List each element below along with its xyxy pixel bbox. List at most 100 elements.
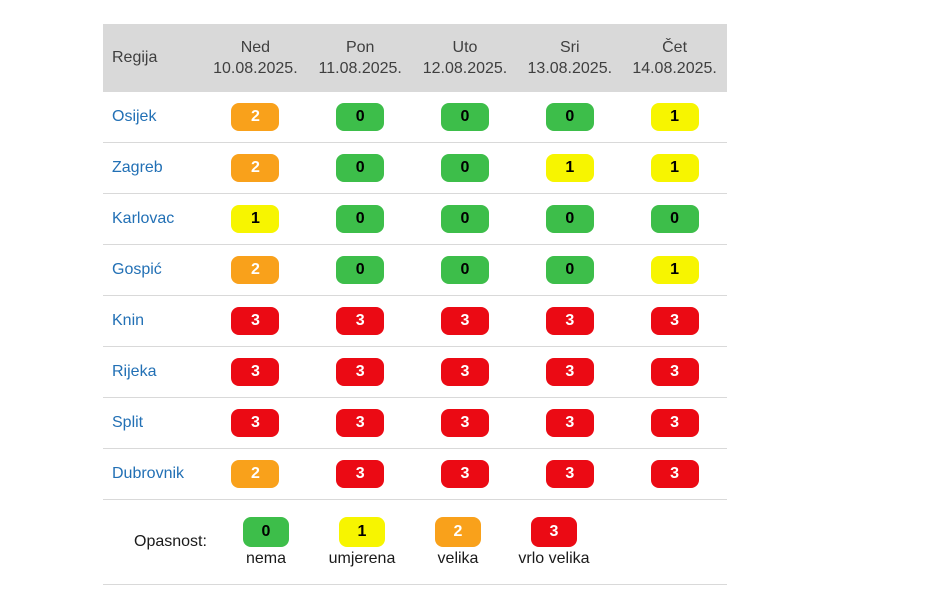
danger-badge: 3 xyxy=(440,358,489,386)
value-cell: 0 xyxy=(413,256,518,284)
value-cell: 2 xyxy=(203,460,308,488)
value-cell: 0 xyxy=(413,154,518,182)
value-cell: 3 xyxy=(517,307,622,335)
danger-badge: 3 xyxy=(336,307,385,335)
danger-badge: 3 xyxy=(440,460,489,488)
region-link[interactable]: Karlovac xyxy=(112,210,175,227)
legend-item-label: nema xyxy=(245,549,287,567)
table-row: Gospić 2 0 0 0 1 xyxy=(103,245,727,296)
legend-item-label: vrlo velika xyxy=(518,549,590,567)
value-cell: 0 xyxy=(413,205,518,233)
table-row: Knin 3 3 3 3 3 xyxy=(103,296,727,347)
value-cell: 3 xyxy=(413,307,518,335)
danger-badge: 3 xyxy=(336,460,385,488)
value-cell: 3 xyxy=(308,358,413,386)
legend-item: 2 velika xyxy=(415,516,501,568)
legend-item-label: velika xyxy=(437,549,479,567)
danger-badge: 1 xyxy=(650,103,699,131)
legend-badge: 3 xyxy=(531,516,577,547)
value-cell: 1 xyxy=(622,256,727,284)
table-header: Regija Ned 10.08.2025. Pon 11.08.2025. Uto 12… xyxy=(103,24,727,92)
legend: Opasnost: 0 nema 1 umjerena 2 velika 3 vrlo vel… xyxy=(103,500,727,585)
column-header-region: Regija xyxy=(112,49,158,66)
danger-badge: 3 xyxy=(231,409,280,437)
day-date: 14.08.2025. xyxy=(632,59,717,77)
region-link[interactable]: Rijeka xyxy=(112,363,157,380)
value-cell: 0 xyxy=(308,103,413,131)
danger-badge: 2 xyxy=(231,154,280,182)
legend-item: 3 vrlo velika xyxy=(511,516,597,568)
danger-badge: 3 xyxy=(231,307,280,335)
value-cell: 3 xyxy=(622,460,727,488)
danger-badge: 0 xyxy=(336,256,385,284)
value-cell: 3 xyxy=(622,409,727,437)
danger-badge: 3 xyxy=(545,460,594,488)
value-cell: 3 xyxy=(203,409,308,437)
day-name: Čet xyxy=(662,38,688,56)
danger-badge: 3 xyxy=(650,460,699,488)
value-cell: 0 xyxy=(308,205,413,233)
day-name: Ned xyxy=(240,38,271,56)
danger-badge: 3 xyxy=(440,307,489,335)
danger-badge: 0 xyxy=(440,103,489,131)
danger-badge: 3 xyxy=(231,358,280,386)
danger-badge: 1 xyxy=(650,154,699,182)
region-link[interactable]: Dubrovnik xyxy=(112,465,185,482)
region-link[interactable]: Split xyxy=(112,414,144,431)
danger-badge: 0 xyxy=(336,103,385,131)
danger-badge: 3 xyxy=(545,307,594,335)
value-cell: 2 xyxy=(203,256,308,284)
danger-badge: 1 xyxy=(650,256,699,284)
value-cell: 3 xyxy=(308,307,413,335)
fire-danger-table: Regija Ned 10.08.2025. Pon 11.08.2025. Uto 12… xyxy=(103,24,727,585)
table-row: Osijek 2 0 0 0 1 xyxy=(103,92,727,143)
danger-badge: 0 xyxy=(336,154,385,182)
legend-label: Opasnost: xyxy=(134,533,207,550)
danger-badge: 3 xyxy=(650,409,699,437)
table-row: Zagreb 2 0 0 1 1 xyxy=(103,143,727,194)
danger-badge: 0 xyxy=(440,205,489,233)
region-link[interactable]: Osijek xyxy=(112,108,157,125)
danger-badge: 0 xyxy=(440,256,489,284)
legend-item: 1 umjerena xyxy=(319,516,405,568)
legend-badge: 2 xyxy=(435,516,481,547)
danger-badge: 3 xyxy=(650,358,699,386)
danger-badge: 0 xyxy=(336,205,385,233)
danger-badge: 1 xyxy=(545,154,594,182)
danger-badge: 0 xyxy=(545,103,594,131)
legend-badge: 1 xyxy=(339,516,385,547)
value-cell: 3 xyxy=(203,307,308,335)
day-name: Uto xyxy=(452,38,478,56)
table-row: Rijeka 3 3 3 3 3 xyxy=(103,347,727,398)
value-cell: 3 xyxy=(413,409,518,437)
value-cell: 0 xyxy=(517,205,622,233)
day-date: 13.08.2025. xyxy=(527,59,613,77)
column-header-day: Pon 11.08.2025. xyxy=(308,24,413,92)
value-cell: 1 xyxy=(517,154,622,182)
value-cell: 3 xyxy=(203,358,308,386)
value-cell: 2 xyxy=(203,154,308,182)
legend-item: 0 nema xyxy=(223,516,309,568)
danger-badge: 3 xyxy=(545,358,594,386)
region-link[interactable]: Zagreb xyxy=(112,159,163,176)
value-cell: 0 xyxy=(413,103,518,131)
value-cell: 3 xyxy=(308,409,413,437)
danger-badge: 2 xyxy=(231,256,280,284)
day-name: Sri xyxy=(560,38,580,56)
value-cell: 0 xyxy=(517,256,622,284)
value-cell: 3 xyxy=(517,358,622,386)
danger-badge: 2 xyxy=(231,103,280,131)
table-row: Dubrovnik 2 3 3 3 3 xyxy=(103,449,727,500)
value-cell: 0 xyxy=(622,205,727,233)
region-link[interactable]: Knin xyxy=(112,312,145,329)
danger-badge: 0 xyxy=(545,256,594,284)
danger-badge: 2 xyxy=(231,460,280,488)
value-cell: 3 xyxy=(413,460,518,488)
table-body: Osijek 2 0 0 0 1 Zagreb 2 0 0 1 1 Karlovac 1 0 0 0 0 Gospi… xyxy=(103,92,727,500)
column-header-day: Uto 12.08.2025. xyxy=(413,24,518,92)
legend-items: 0 nema 1 umjerena 2 velika 3 vrlo velika xyxy=(223,516,607,568)
danger-badge: 0 xyxy=(440,154,489,182)
value-cell: 3 xyxy=(622,307,727,335)
day-date: 12.08.2025. xyxy=(422,59,508,77)
region-link[interactable]: Gospić xyxy=(112,261,162,278)
